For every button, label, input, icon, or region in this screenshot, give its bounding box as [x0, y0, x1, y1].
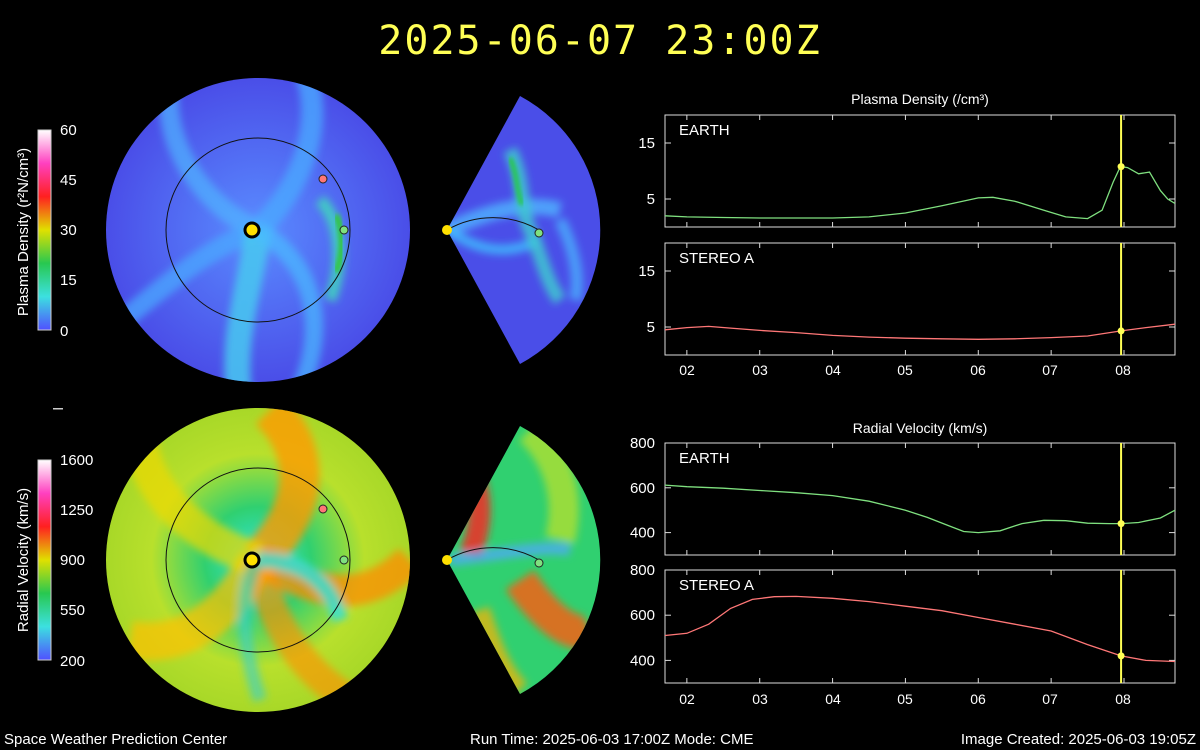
footer-run-time: Run Time: 2025-06-03 17:00Z Mode: CME: [470, 731, 754, 748]
velocity-colorbar-tick-200: 200: [60, 653, 85, 670]
density-colorbar-label: Plasma Density (r²N/cm³): [15, 148, 32, 316]
velocity-colorbar-tick-900: 900: [60, 552, 85, 569]
earth-marker-icon: [339, 225, 349, 235]
timestamp-title: 2025-06-07 23:00Z: [378, 18, 822, 64]
velocity-colorbar-tick-1250: 1250: [60, 502, 93, 519]
density-meridional-map: [442, 96, 601, 364]
density-colorbar-tick-60: 60: [60, 122, 77, 139]
velocity-stereo-a-ytick-label: 800: [630, 562, 655, 579]
density-xtick-06: 06: [970, 362, 986, 378]
velocity-xtick-02: 02: [679, 691, 695, 707]
density-colorbar-tick-45: 45: [60, 172, 77, 189]
velocity-earth-ytick-label: 400: [630, 525, 655, 542]
velocity-earth-panel-name: EARTH: [679, 450, 730, 467]
sun-icon: [442, 555, 452, 565]
timeseries-charts: 15 5 EARTH 15 5 STEREO A 800 600 400 EARTH 800 600 4…: [630, 114, 1176, 684]
sun-icon: [243, 551, 261, 569]
velocity-xtick-08: 08: [1115, 691, 1131, 707]
sun-icon: [442, 225, 452, 235]
velocity-earth-current-value-dot: [1117, 520, 1125, 528]
velocity-xtick-07: 07: [1042, 691, 1058, 707]
density-stereo-a-panel-name: STEREO A: [679, 250, 754, 267]
velocity-xtick-06: 06: [970, 691, 986, 707]
footer-organization: Space Weather Prediction Center: [4, 731, 228, 748]
density-stereo-a-ytick-label: 15: [638, 263, 655, 280]
velocity-stereo-a-series-line: [664, 595, 1176, 663]
earth-orbit-ring: [165, 467, 351, 653]
density-earth-series-line: [664, 165, 1176, 220]
earth-marker-icon: [534, 558, 544, 568]
density-xtick-02: 02: [679, 362, 695, 378]
velocity-xtick-04: 04: [825, 691, 841, 707]
velocity-colorbar-label: Radial Velocity (km/s): [15, 488, 32, 632]
velocity-stereo-a-panel-name: STEREO A: [679, 577, 754, 594]
velocity-meridional-map: [442, 426, 601, 694]
divider-dash: [53, 408, 63, 410]
earth-orbit-ring: [165, 137, 351, 323]
density-earth-panel-name: EARTH: [679, 122, 730, 139]
density-earth-current-value-dot: [1117, 163, 1125, 171]
earth-marker-icon: [534, 228, 544, 238]
velocity-stereo-a-current-value-dot: [1117, 652, 1125, 660]
velocity-colorbar-tick-1600: 1600: [60, 452, 93, 469]
velocity-earth-ytick-label: 800: [630, 435, 655, 452]
velocity-stereo-a-ytick-label: 400: [630, 652, 655, 669]
earth-marker-icon: [339, 555, 349, 565]
stereo-a-marker-icon: [318, 504, 328, 514]
velocity-earth-series-line: [664, 484, 1176, 534]
density-chart-title: Plasma Density (/cm³): [851, 91, 989, 107]
density-xtick-04: 04: [825, 362, 841, 378]
velocity-colorbar-tick-550: 550: [60, 602, 85, 619]
density-colorbar-tick-15: 15: [60, 272, 77, 289]
velocity-stereo-a-panel-frame: [664, 569, 1176, 684]
density-equatorial-map: [106, 78, 410, 382]
density-stereo-a-ytick-label: 5: [647, 319, 655, 336]
density-stereo-a-current-value-dot: [1117, 327, 1125, 335]
velocity-stereo-a-ytick-label: 600: [630, 607, 655, 624]
density-xtick-03: 03: [752, 362, 768, 378]
density-xtick-07: 07: [1042, 362, 1058, 378]
velocity-earth-panel-frame: [664, 442, 1176, 556]
footer-image-created: Image Created: 2025-06-03 19:05Z: [960, 731, 1196, 748]
velocity-colorbar: 1600 1250 900 550 200 Radial Velocity (k…: [15, 452, 93, 670]
velocity-xtick-03: 03: [752, 691, 768, 707]
velocity-chart-title: Radial Velocity (km/s): [853, 420, 988, 436]
sun-icon: [243, 221, 261, 239]
density-colorbar-tick-30: 30: [60, 222, 77, 239]
density-colorbar: 60 45 30 15 0 Plasma Density (r²N/cm³): [15, 122, 77, 340]
stereo-a-marker-icon: [318, 174, 328, 184]
density-xtick-08: 08: [1115, 362, 1131, 378]
density-earth-ytick-label: 5: [647, 191, 655, 208]
density-colorbar-tick-0: 0: [60, 323, 68, 340]
density-earth-ytick-label: 15: [638, 135, 655, 152]
density-earth-panel-frame: [664, 114, 1176, 228]
velocity-equatorial-map: [106, 408, 410, 712]
density-stereo-a-series-line: [664, 323, 1176, 340]
velocity-earth-ytick-label: 600: [630, 480, 655, 497]
velocity-xtick-05: 05: [897, 691, 913, 707]
density-stereo-a-panel-frame: [664, 242, 1176, 356]
density-xtick-05: 05: [897, 362, 913, 378]
